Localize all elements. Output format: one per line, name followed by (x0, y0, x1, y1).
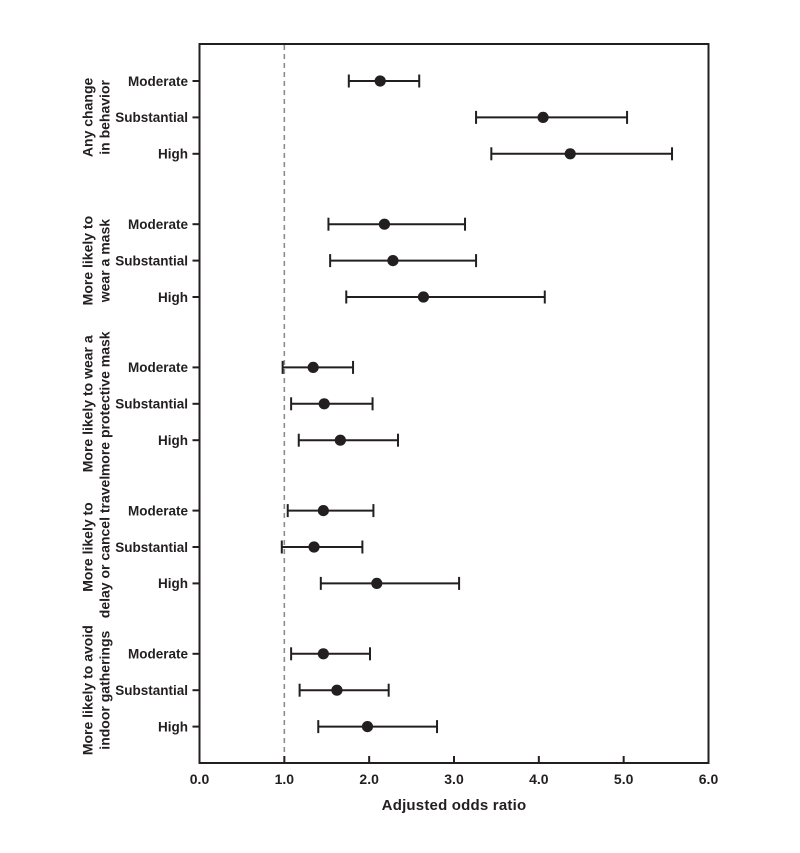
row-label-moderate: Moderate (128, 74, 189, 89)
or-point (334, 434, 346, 446)
group-label-0: Any changein behavior (80, 78, 113, 158)
or-point (417, 291, 430, 303)
or-point (308, 541, 320, 553)
or-point (317, 505, 329, 517)
x-tick-label-5.0: 5.0 (614, 771, 634, 787)
or-point (374, 75, 386, 87)
row-label-moderate: Moderate (128, 360, 189, 375)
row-label-high: High (158, 147, 188, 162)
x-tick-label-4.0: 4.0 (529, 771, 549, 787)
or-point (371, 577, 383, 590)
or-point (331, 684, 343, 696)
row-label-high: High (158, 433, 188, 448)
or-point (317, 648, 329, 660)
or-point (387, 255, 399, 267)
row-label-substantial: Substantial (115, 683, 188, 698)
row-label-moderate: Moderate (128, 647, 189, 662)
x-axis-title: Adjusted odds ratio (381, 797, 527, 814)
x-tick-label-3.0: 3.0 (444, 771, 464, 787)
plot-border (198, 43, 710, 764)
or-point (537, 111, 549, 123)
row-label-high: High (158, 576, 188, 591)
group-label-2: More likely to wear amore protective mas… (80, 331, 113, 476)
group-label-1: More likely towear a mask (80, 216, 113, 305)
row-label-substantial: Substantial (115, 540, 188, 555)
or-point (318, 398, 330, 410)
row-label-high: High (158, 290, 188, 305)
or-point (378, 218, 391, 230)
or-point (307, 361, 319, 373)
row-label-substantial: Substantial (115, 253, 188, 268)
or-point (361, 721, 374, 733)
row-label-moderate: Moderate (128, 217, 189, 232)
group-label-4: More likely to avoidindoor gatherings (80, 625, 113, 755)
x-tick-label-1.0: 1.0 (275, 771, 295, 787)
row-label-substantial: Substantial (115, 397, 188, 412)
or-point (564, 148, 576, 160)
x-tick-label-2.0: 2.0 (359, 771, 379, 787)
group-label-3: More likely todelay or cancel travel (80, 476, 113, 618)
x-tick-label-6.0: 6.0 (699, 771, 719, 787)
row-label-substantial: Substantial (115, 110, 188, 125)
row-label-moderate: Moderate (128, 503, 189, 518)
row-label-high: High (158, 719, 188, 734)
x-tick-label-0.0: 0.0 (190, 771, 210, 787)
